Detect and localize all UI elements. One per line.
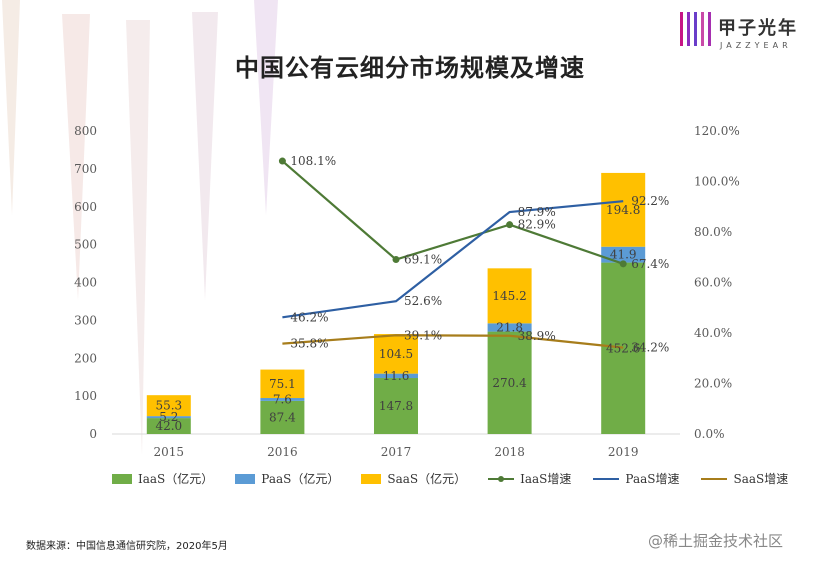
bar-label-saas: 104.5 (379, 347, 413, 361)
bar-label-iaas: 270.4 (492, 376, 527, 390)
x-tick-label: 2015 (154, 445, 185, 459)
bar-saas (374, 334, 418, 374)
x-tick-label: 2016 (267, 445, 298, 459)
x-tick-label: 2017 (381, 445, 412, 459)
legend-item-paas: PaaS（亿元） (235, 470, 339, 487)
y-right-tick-label: 20.0% (694, 377, 732, 391)
chart-title: 中国公有云细分市场规模及增速 (235, 54, 585, 82)
y-left-tick-label: 100 (74, 389, 97, 403)
iaas-growth-marker (506, 221, 514, 229)
paas-growth-label: 92.2% (631, 194, 669, 208)
bar-saas (487, 268, 532, 324)
bar-label-paas: 41.9 (610, 248, 637, 262)
iaas-growth-label: 108.1% (290, 154, 336, 168)
bar-saas (601, 172, 646, 247)
iaas-growth-marker (278, 157, 286, 165)
legend-label: SaaS增速 (733, 472, 789, 486)
iaas-growth-line-icon (488, 474, 515, 484)
bar-label-iaas: 452.6 (606, 341, 640, 355)
bar-label-iaas: 147.8 (379, 399, 413, 413)
iaas-growth-label: 82.9% (518, 218, 556, 232)
watermark: @稀土掘金技术社区 (648, 532, 784, 550)
legend: IaaS（亿元） PaaS（亿元） SaaS（亿元） IaaS增速 PaaS增速… (112, 470, 788, 487)
iaas-growth-marker (619, 260, 627, 268)
y-left-tick-label: 800 (74, 124, 97, 138)
saas-growth-label: 34.2% (631, 341, 669, 355)
y-right-tick-label: 40.0% (694, 326, 732, 340)
x-tick-label: 2018 (494, 445, 525, 459)
bar-paas (146, 416, 191, 419)
x-tick-label: 2019 (608, 445, 639, 459)
saas-growth-label: 35.8% (290, 337, 328, 351)
iaas-growth-line (281, 160, 624, 265)
bar-paas (374, 373, 418, 379)
y-left-tick-label: 0 (89, 427, 97, 441)
bar-paas (601, 246, 646, 263)
saas-growth-label: 39.1% (404, 328, 442, 342)
y-right-tick-label: 0.0% (694, 427, 725, 441)
saas-growth-line-icon (701, 474, 728, 484)
paas-growth-label: 87.9% (518, 205, 556, 219)
iaas-swatch (112, 473, 132, 484)
bar-label-saas: 145.2 (492, 289, 526, 303)
legend-label: IaaS增速 (520, 472, 572, 486)
bar-label-paas: 11.6 (383, 369, 410, 383)
bar-iaas (260, 400, 305, 434)
bar-iaas (601, 262, 646, 434)
bar-iaas (374, 378, 418, 434)
y-left-tick-label: 200 (74, 351, 97, 365)
paas-growth-label: 46.2% (290, 310, 328, 324)
legend-label: IaaS（亿元） (138, 472, 214, 486)
legend-item-saas-growth: SaaS增速 (701, 470, 788, 487)
bar-iaas (146, 418, 191, 434)
paas-growth-line (282, 200, 624, 319)
source-note: 数据来源：中国信息通信研究院，2020年5月 (26, 541, 228, 552)
iaas-growth-label: 67.4% (631, 257, 669, 271)
legend-item-iaas-growth: IaaS增速 (488, 470, 571, 487)
bar-label-saas: 194.8 (606, 203, 640, 217)
legend-item-paas-growth: PaaS增速 (593, 470, 679, 487)
legend-label: SaaS（亿元） (387, 472, 467, 486)
paas-growth-label: 52.6% (404, 294, 442, 308)
bar-label-iaas: 87.4 (269, 410, 296, 424)
y-left-tick-label: 400 (74, 276, 97, 290)
y-right-tick-label: 100.0% (694, 175, 740, 189)
legend-item-iaas: IaaS（亿元） (112, 470, 213, 487)
bar-saas (260, 369, 305, 399)
legend-label: PaaS增速 (625, 472, 680, 486)
legend-item-saas: SaaS（亿元） (361, 470, 466, 487)
bar-paas (487, 323, 532, 332)
y-right-tick-label: 120.0% (694, 124, 740, 138)
background-decoration (2, 0, 278, 455)
brand-logo (680, 12, 711, 46)
bar-label-saas: 55.3 (155, 399, 182, 413)
y-right-tick-label: 80.0% (694, 225, 732, 239)
y-left-tick-label: 700 (74, 162, 97, 176)
bar-label-paas: 7.6 (273, 392, 292, 406)
paas-swatch (235, 473, 256, 484)
legend-label: PaaS（亿元） (261, 472, 340, 486)
bar-label-paas: 5.2 (159, 410, 178, 424)
iaas-growth-marker (392, 256, 400, 264)
bar-saas (146, 395, 191, 417)
paas-growth-line-icon (593, 474, 620, 484)
y-right-tick-label: 60.0% (694, 276, 732, 290)
saas-swatch (361, 473, 382, 484)
iaas-growth-label: 69.1% (404, 253, 442, 267)
brand: 甲子光年 JAZZYEAR (680, 10, 810, 60)
saas-growth-line (282, 334, 624, 349)
y-left-tick-label: 500 (74, 238, 97, 252)
bar-label-saas: 75.1 (269, 377, 296, 391)
brand-name: 甲子光年 (718, 18, 798, 39)
bar-paas (260, 398, 305, 401)
saas-growth-label: 38.9% (518, 329, 556, 343)
bar-label-iaas: 42.0 (155, 419, 182, 433)
bar-label-paas: 21.8 (496, 320, 523, 334)
brand-english: JAZZYEAR (720, 41, 792, 50)
y-left-tick-label: 600 (74, 200, 97, 214)
bar-iaas (487, 331, 532, 434)
y-left-tick-label: 300 (74, 313, 97, 327)
